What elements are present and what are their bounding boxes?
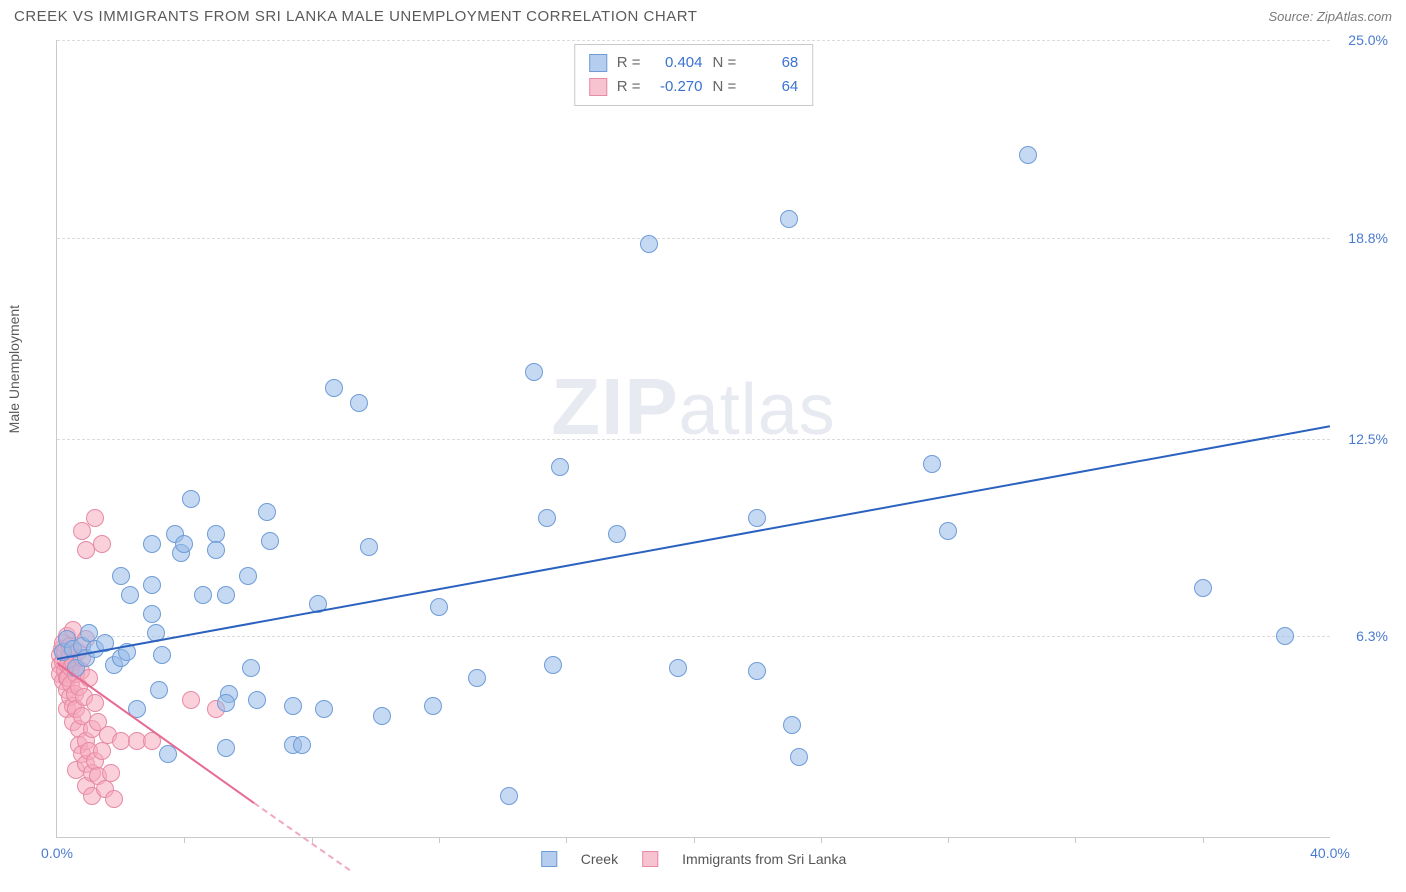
y-tick-label: 25.0%: [1348, 32, 1388, 48]
point-creek: [538, 509, 556, 527]
r-value: 0.404: [651, 51, 703, 75]
point-creek: [121, 586, 139, 604]
point-srilanka: [93, 535, 111, 553]
gridline: [57, 40, 1330, 41]
point-creek: [360, 538, 378, 556]
swatch-blue-icon: [589, 54, 607, 72]
point-creek: [207, 541, 225, 559]
legend-label-creek: Creek: [581, 851, 618, 867]
point-creek: [1019, 146, 1037, 164]
chart-title: CREEK VS IMMIGRANTS FROM SRI LANKA MALE …: [14, 8, 697, 25]
point-creek: [261, 532, 279, 550]
x-tick-label: 40.0%: [1310, 845, 1350, 861]
point-creek: [350, 394, 368, 412]
point-creek: [544, 656, 562, 674]
point-creek: [175, 535, 193, 553]
swatch-pink-icon: [642, 851, 658, 867]
r-label: R =: [617, 51, 641, 75]
point-creek: [143, 605, 161, 623]
point-creek: [430, 598, 448, 616]
point-creek: [468, 669, 486, 687]
point-creek: [143, 535, 161, 553]
x-tick: [1203, 837, 1204, 843]
point-srilanka: [86, 694, 104, 712]
x-tick: [566, 837, 567, 843]
stats-row-creek: R = 0.404 N = 68: [589, 51, 799, 75]
point-creek: [1276, 627, 1294, 645]
watermark-zip: ZIP: [551, 362, 678, 451]
gridline: [57, 636, 1330, 637]
x-axis-legend: Creek Immigrants from Sri Lanka: [541, 851, 847, 867]
point-creek: [939, 522, 957, 540]
point-creek: [143, 576, 161, 594]
source-label: Source: ZipAtlas.com: [1268, 9, 1392, 24]
chart-area: Male Unemployment ZIPatlas R = 0.404 N =…: [14, 40, 1392, 878]
r-label: R =: [617, 75, 641, 99]
stats-row-srilanka: R = -0.270 N = 64: [589, 75, 799, 99]
point-creek: [608, 525, 626, 543]
point-creek: [315, 700, 333, 718]
point-creek: [112, 567, 130, 585]
point-creek: [780, 210, 798, 228]
point-creek: [293, 736, 311, 754]
point-creek: [150, 681, 168, 699]
point-creek: [194, 586, 212, 604]
x-tick: [694, 837, 695, 843]
point-creek: [551, 458, 569, 476]
x-tick: [1075, 837, 1076, 843]
n-label: N =: [713, 51, 737, 75]
point-creek: [790, 748, 808, 766]
point-creek: [424, 697, 442, 715]
point-srilanka: [182, 691, 200, 709]
x-tick: [439, 837, 440, 843]
y-tick-label: 6.3%: [1356, 628, 1388, 644]
point-creek: [242, 659, 260, 677]
n-value: 68: [746, 51, 798, 75]
point-creek: [640, 235, 658, 253]
swatch-pink-icon: [589, 78, 607, 96]
y-axis-label: Male Unemployment: [6, 305, 22, 433]
y-tick-label: 18.8%: [1348, 230, 1388, 246]
gridline: [57, 439, 1330, 440]
legend-label-srilanka: Immigrants from Sri Lanka: [682, 851, 846, 867]
point-srilanka: [105, 790, 123, 808]
x-tick: [184, 837, 185, 843]
point-creek: [669, 659, 687, 677]
point-creek: [325, 379, 343, 397]
y-tick-label: 12.5%: [1348, 431, 1388, 447]
n-label: N =: [713, 75, 737, 99]
point-creek: [748, 509, 766, 527]
point-creek: [258, 503, 276, 521]
trendline-srilanka-extrapolated: [254, 802, 351, 871]
point-creek: [500, 787, 518, 805]
point-creek: [153, 646, 171, 664]
trendline-creek: [57, 426, 1330, 661]
n-value: 64: [746, 75, 798, 99]
point-srilanka: [86, 509, 104, 527]
point-creek: [217, 694, 235, 712]
x-tick: [948, 837, 949, 843]
point-creek: [239, 567, 257, 585]
gridline: [57, 238, 1330, 239]
point-creek: [217, 739, 235, 757]
plot-region: ZIPatlas R = 0.404 N = 68 R = -0.270 N =…: [56, 40, 1330, 838]
point-srilanka: [93, 742, 111, 760]
swatch-blue-icon: [541, 851, 557, 867]
point-creek: [923, 455, 941, 473]
stats-legend: R = 0.404 N = 68 R = -0.270 N = 64: [574, 44, 814, 106]
point-creek: [748, 662, 766, 680]
r-value: -0.270: [651, 75, 703, 99]
x-tick: [821, 837, 822, 843]
point-srilanka: [102, 764, 120, 782]
point-creek: [373, 707, 391, 725]
point-creek: [783, 716, 801, 734]
point-creek: [182, 490, 200, 508]
point-creek: [284, 697, 302, 715]
point-creek: [248, 691, 266, 709]
point-creek: [1194, 579, 1212, 597]
point-creek: [217, 586, 235, 604]
point-creek: [525, 363, 543, 381]
x-tick-label: 0.0%: [41, 845, 73, 861]
